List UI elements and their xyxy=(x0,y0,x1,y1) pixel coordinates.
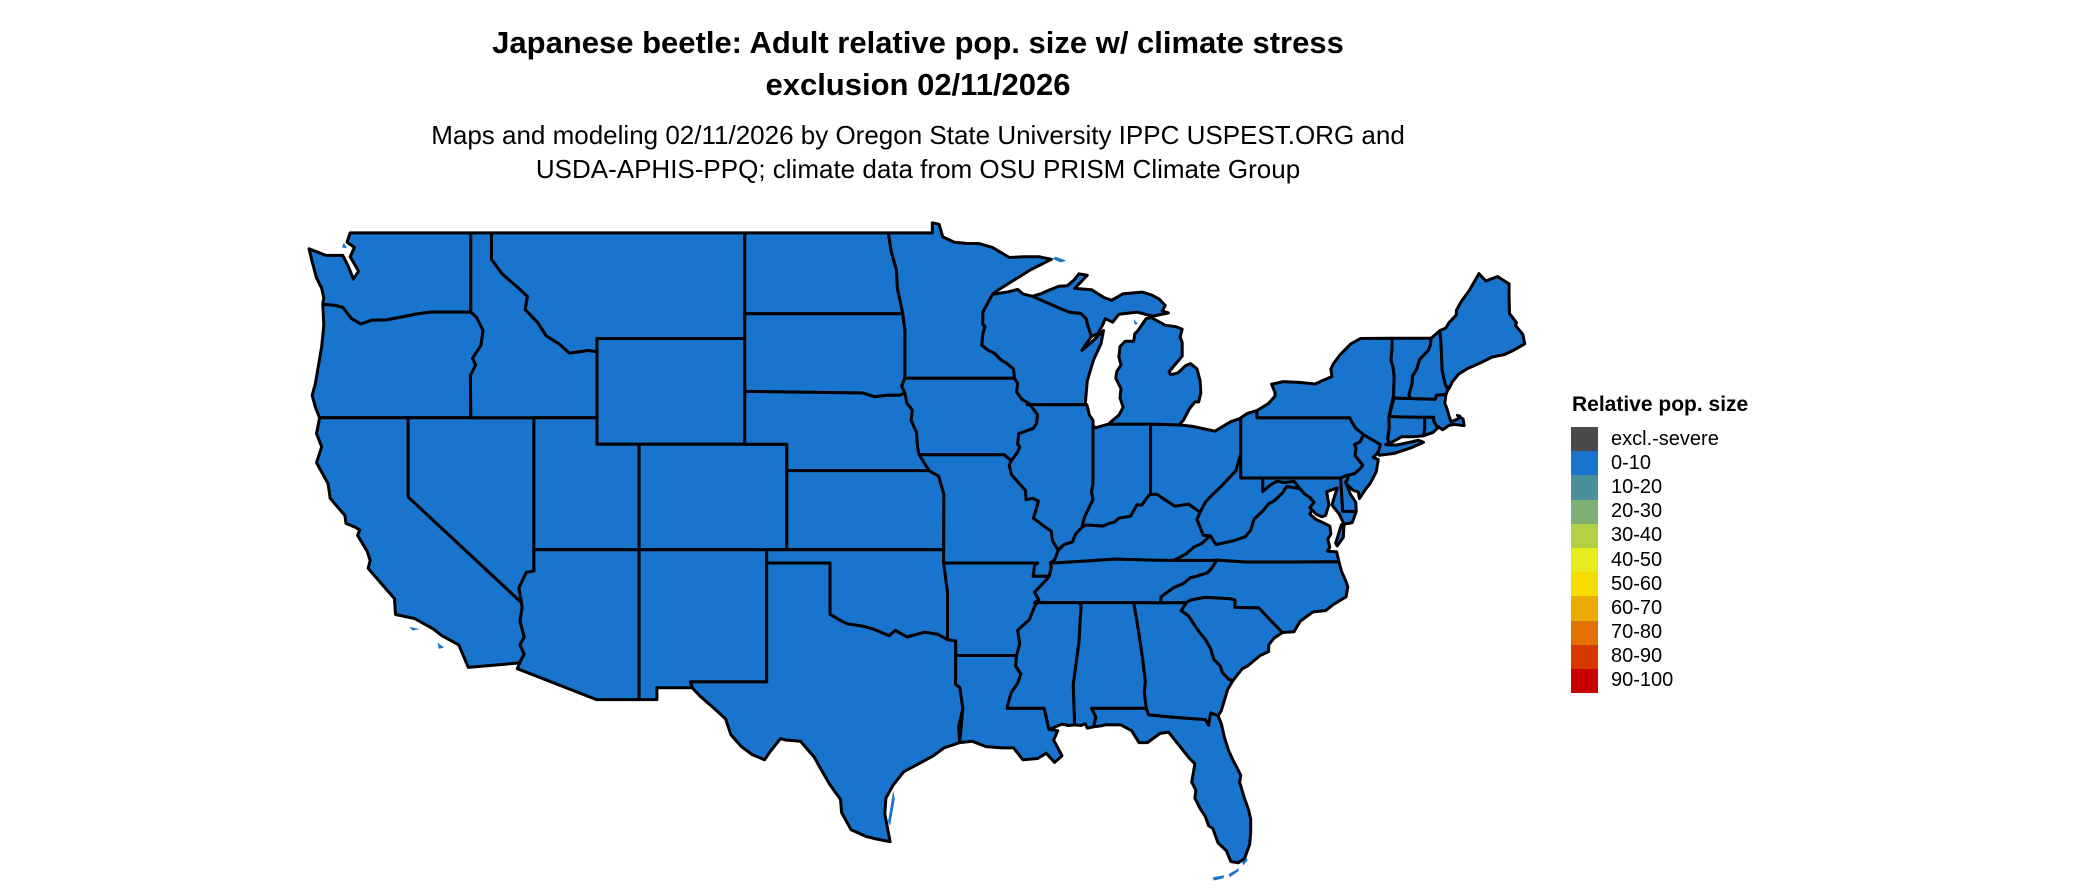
legend-swatch xyxy=(1571,644,1598,669)
state-tx xyxy=(688,561,965,844)
legend-swatch xyxy=(1571,572,1598,597)
legend-entry: 40-50 xyxy=(1571,547,1748,573)
legend-entry-label: 0-10 xyxy=(1611,451,1652,474)
map-title: Japanese beetle: Adult relative pop. siz… xyxy=(0,22,1836,106)
legend-entry: 10-20 xyxy=(1571,475,1748,500)
island xyxy=(1212,875,1225,881)
legend-entry-label: 60-70 xyxy=(1611,596,1663,619)
legend-entry: 60-70 xyxy=(1571,596,1748,621)
legend-entry-label: 80-90 xyxy=(1611,645,1663,668)
map-subtitle-line2: USDA-APHIS-PPQ; climate data from OSU PR… xyxy=(535,154,1301,184)
legend-entry-label: excl.-severe xyxy=(1611,427,1719,450)
state-ms xyxy=(1005,598,1083,731)
map-subtitle: Maps and modeling 02/11/2026 by Oregon S… xyxy=(0,118,1836,186)
island xyxy=(1133,318,1138,325)
state-wy xyxy=(595,337,747,446)
legend-swatch xyxy=(1571,451,1598,476)
legend-swatch xyxy=(1571,547,1598,573)
legend-swatch xyxy=(1571,668,1598,694)
island xyxy=(1052,256,1067,263)
state-or xyxy=(310,302,485,420)
legend-entry: 0-10 xyxy=(1571,451,1748,476)
island xyxy=(341,242,347,249)
legend-entry-label: 20-30 xyxy=(1611,500,1663,523)
legend-entry-label: 40-50 xyxy=(1611,548,1663,571)
legend-entry: 90-100 xyxy=(1571,668,1748,694)
state-nd xyxy=(743,231,905,316)
state-va-east xyxy=(1334,522,1346,548)
state-co xyxy=(637,442,789,552)
legend-swatch xyxy=(1571,427,1598,452)
state-az xyxy=(515,548,641,702)
state-nm xyxy=(637,548,769,702)
legend-swatch xyxy=(1571,596,1598,621)
legend-entry: 30-40 xyxy=(1571,523,1748,548)
state-mi-lower xyxy=(1106,316,1203,427)
state-nj xyxy=(1344,433,1382,501)
legend-swatch xyxy=(1571,620,1598,645)
legend: Relative pop. size excl.-severe 0-10 10-20… xyxy=(1571,393,1749,694)
state-pa xyxy=(1239,409,1366,480)
island xyxy=(1242,857,1248,866)
state-ks xyxy=(785,469,946,552)
legend-entry-label: 70-80 xyxy=(1611,621,1663,644)
state-fl xyxy=(1090,706,1253,865)
map-subtitle-line1: Maps and modeling 02/11/2026 by Oregon S… xyxy=(431,120,1405,150)
legend-entry: 50-60 xyxy=(1571,572,1748,597)
island xyxy=(409,626,420,631)
legend-entry: excl.-severe xyxy=(1571,427,1748,452)
map-title-line1: Japanese beetle: Adult relative pop. siz… xyxy=(492,25,1344,60)
legend-entry: 70-80 xyxy=(1571,620,1748,645)
legend-entry-label: 50-60 xyxy=(1611,572,1663,595)
state-mi-upper xyxy=(1031,272,1170,338)
legend-entry-label: 10-20 xyxy=(1611,475,1663,498)
legend-entries: excl.-severe 0-10 10-20 20-30 30-40 40-50 50-6… xyxy=(1571,427,1748,694)
legend-entry-label: 30-40 xyxy=(1611,524,1663,547)
legend-swatch xyxy=(1571,523,1598,548)
legend-title: Relative pop. size xyxy=(1572,393,1749,416)
state-al xyxy=(1071,601,1148,730)
map-title-line2: exclusion 02/11/2026 xyxy=(765,67,1071,102)
legend-swatch xyxy=(1571,475,1598,500)
island xyxy=(1228,868,1240,878)
legend-entry: 20-30 xyxy=(1571,499,1748,524)
legend-swatch xyxy=(1571,499,1598,524)
legend-entry-label: 90-100 xyxy=(1611,669,1674,692)
state-me xyxy=(1438,272,1527,391)
state-md xyxy=(1261,476,1358,526)
island xyxy=(888,790,895,826)
state-sd xyxy=(743,312,907,399)
legend-entry: 80-90 xyxy=(1571,644,1748,669)
state-wv xyxy=(1195,452,1302,546)
island xyxy=(437,642,445,649)
